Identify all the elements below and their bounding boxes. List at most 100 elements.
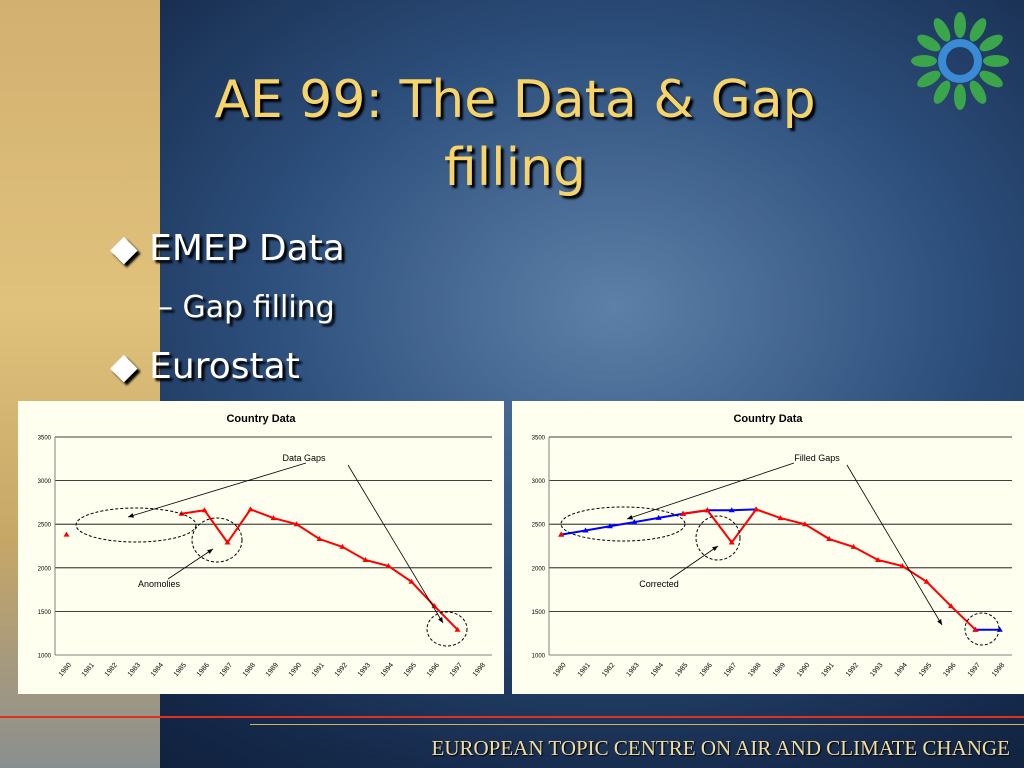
arrow-head	[128, 513, 134, 518]
x-tick-label: 1985	[173, 662, 188, 679]
x-tick-label: 1981	[577, 662, 592, 679]
data-point	[777, 515, 784, 521]
data-point	[606, 523, 613, 529]
bullet: ◆ EMEP Data	[110, 228, 345, 269]
annotation-ellipse	[560, 506, 686, 542]
arrow-head	[207, 549, 213, 555]
y-tick-label: 2500	[532, 523, 546, 529]
data-point	[899, 563, 906, 569]
title: AE 99: The Data & Gap filling	[214, 70, 816, 198]
y-tick-label: 3500	[38, 436, 52, 442]
logo-petal	[983, 55, 1009, 67]
x-tick-label: 1983	[127, 662, 142, 679]
x-tick-label: 1996	[426, 662, 441, 679]
x-tick-label: 1998	[991, 662, 1006, 679]
logo-petal	[954, 84, 966, 110]
x-tick-label: 1991	[311, 662, 326, 679]
x-tick-label: 1985	[674, 662, 689, 679]
annotation-arrow	[127, 462, 307, 518]
data-point	[339, 543, 346, 549]
data-point	[316, 536, 323, 542]
x-tick-label: 1984	[150, 662, 165, 679]
annotation: Corrected	[639, 579, 679, 589]
x-tick-label: 1994	[894, 662, 909, 679]
annotation-ellipse	[426, 611, 468, 647]
data-point	[680, 510, 687, 516]
x-tick-label: 1993	[357, 662, 372, 679]
x-tick-label: 1996	[942, 662, 957, 679]
data-point	[728, 507, 735, 513]
y-tick-label: 1500	[532, 610, 546, 616]
data-point	[408, 578, 415, 584]
data-point	[728, 539, 735, 545]
data-point	[874, 556, 881, 562]
x-tick-label: 1980	[58, 662, 73, 679]
logo-petal	[917, 34, 941, 52]
data-point	[224, 539, 231, 545]
x-tick-label: 1984	[650, 662, 665, 679]
sub-bullet-text: Gap filling	[182, 290, 335, 325]
data-point	[826, 536, 833, 542]
y-tick-label: 1500	[38, 610, 52, 616]
annotation-ellipse	[75, 507, 197, 543]
x-tick-label: 1981	[81, 662, 96, 679]
arrow-head	[438, 617, 443, 623]
data-point	[850, 543, 857, 549]
x-tick-label: 1992	[845, 662, 860, 679]
data-point	[558, 531, 565, 537]
annotation-arrow	[347, 464, 444, 624]
footer: EUROPEAN TOPIC CENTRE ON AIR AND CLIMATE…	[431, 736, 1011, 760]
annotation: Filled Gaps	[794, 453, 840, 463]
data-point	[63, 531, 70, 537]
annotation-arrow	[846, 464, 943, 626]
data-point	[362, 556, 369, 562]
data-point	[454, 626, 461, 632]
x-tick-label: 1990	[288, 662, 303, 679]
data-point	[293, 521, 300, 527]
data-point	[948, 603, 955, 609]
x-tick-label: 1995	[403, 662, 418, 679]
x-tick-label: 1989	[265, 662, 280, 679]
sub-bullet: – Gap filling	[158, 290, 335, 325]
x-tick-label: 1983	[625, 662, 640, 679]
bullet-text: Eurostat	[149, 346, 300, 387]
y-tick-label: 2500	[38, 523, 52, 529]
arrow-head	[712, 546, 718, 552]
chart-title: Country Data	[226, 413, 296, 425]
x-tick-label: 1987	[723, 662, 738, 679]
data-point	[385, 563, 392, 569]
y-tick-label: 3500	[532, 436, 546, 442]
footer-line	[0, 716, 1024, 718]
x-tick-label: 1986	[699, 662, 714, 679]
data-point	[996, 626, 1003, 632]
x-tick-label: 1992	[334, 662, 349, 679]
y-tick-label: 1000	[532, 654, 546, 660]
bullet: ◆ Eurostat	[110, 346, 300, 387]
x-tick-label: 1995	[918, 662, 933, 679]
chart-title: Country Data	[733, 413, 803, 425]
annotation-arrow	[167, 548, 214, 580]
logo-petal	[969, 80, 987, 104]
chart: Country Data 1000 1500 2000 2500 3000 3500 1980…	[18, 401, 504, 694]
data-point	[201, 507, 208, 513]
data-point	[801, 521, 808, 527]
bullet-text: EMEP Data	[149, 228, 345, 269]
x-tick-label: 1982	[104, 662, 119, 679]
logo-petal	[979, 70, 1003, 88]
y-tick-label: 2000	[532, 566, 546, 572]
x-tick-label: 1997	[967, 662, 982, 679]
annotation-ellipse	[695, 515, 741, 561]
data-point	[655, 514, 662, 520]
data-point	[923, 578, 930, 584]
data-point	[631, 519, 638, 525]
logo-petal	[933, 80, 951, 104]
data-point	[704, 507, 711, 513]
x-tick-label: 1986	[196, 662, 211, 679]
arrow-head	[627, 515, 633, 520]
x-tick-label: 1997	[449, 662, 464, 679]
y-tick-label: 3000	[38, 479, 52, 485]
x-tick-label: 1980	[552, 662, 567, 679]
data-point	[972, 626, 979, 632]
logo	[911, 12, 1009, 110]
